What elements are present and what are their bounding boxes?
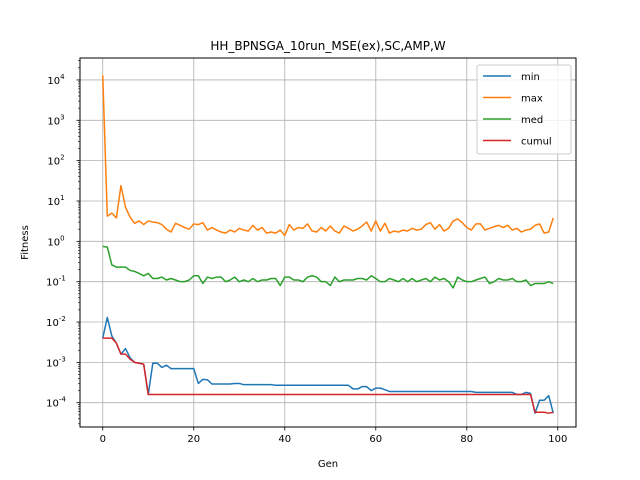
plot-area-frame [79,57,577,428]
y-tick-label: 10-1 [46,275,66,289]
series-line-max [102,75,554,237]
y-tick-label: 104 [47,73,65,87]
legend-label-med: med [521,115,543,126]
y-tick-label: 10-4 [46,396,66,410]
series-line-min [102,316,554,414]
y-tick-label: 101 [47,194,64,208]
chart-title: HH_BPNSGA_10run_MSE(ex),SC,AMP,W [210,39,445,53]
legend: min max med cumul [476,64,572,155]
series-line-cumul [102,337,554,414]
x-tick-label: 80 [460,434,473,445]
x-tick-label: 20 [187,434,200,445]
y-axis: 10-4 10-3 10-2 10-1 100 101 102 103 104 [46,60,80,425]
y-tick-label: 102 [47,154,64,168]
y-tick-label: 10-2 [46,315,66,329]
x-tick-label: 0 [100,434,106,445]
y-tick-label: 103 [47,113,64,127]
y-tick-label: 100 [47,234,64,248]
x-axis-label: Gen [318,459,338,470]
x-tick-label: 60 [369,434,382,445]
legend-label-cumul: cumul [521,137,552,148]
legend-label-max: max [521,94,543,105]
x-axis: 0 20 40 60 80 100 [100,427,567,445]
y-tick-label: 10-3 [46,355,66,369]
legend-box [476,64,572,155]
series-line-med [102,245,554,289]
x-tick-label: 40 [278,434,291,445]
series-lines [102,75,554,414]
legend-label-min: min [521,72,540,83]
y-axis-label: Fitness [20,225,31,260]
x-tick-label: 100 [548,434,567,445]
